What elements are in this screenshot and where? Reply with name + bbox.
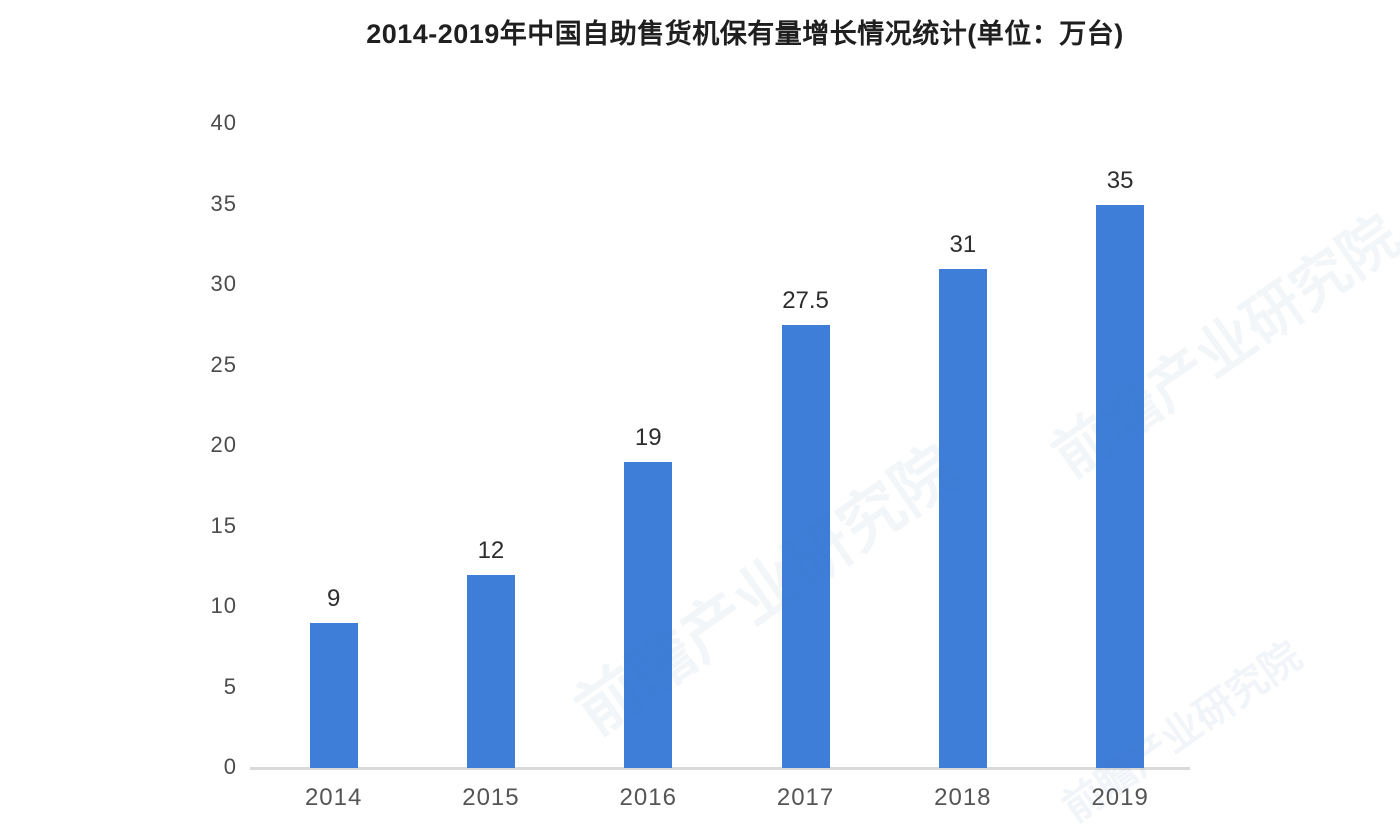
x-axis-line [250,767,1190,770]
x-tick-label: 2015 [462,784,520,811]
bar-value-label: 9 [326,585,341,613]
y-tick-label: 20 [210,432,237,457]
x-tick-label: 2016 [619,784,677,811]
y-tick-label: 25 [210,351,237,377]
bar-value-label: 35 [1106,166,1134,194]
bar-value-label: 12 [477,536,505,564]
x-tick-label: 2017 [776,784,835,811]
y-tick-label: 10 [210,593,237,618]
bar-2018 [938,268,987,768]
y-tick-label: 35 [210,190,237,216]
bar-value-label: 31 [949,230,977,258]
y-tick-label: 5 [223,673,237,699]
x-tick-label: 2018 [934,784,992,811]
bar-2017 [781,325,830,768]
bar-2015 [466,574,515,768]
x-tick-label: 2014 [304,784,363,811]
x-tick-label: 2019 [1091,784,1149,811]
bar-2016 [624,462,673,768]
chart-title: 2014-2019年中国自助售货机保有量增长情况统计(单位：万台) [366,19,1124,49]
bar-value-label: 19 [634,424,662,452]
y-tick-label: 40 [210,110,237,135]
bar-value-label: 27.5 [782,287,829,315]
y-tick-label: 30 [210,271,237,296]
bar-2014 [309,623,358,768]
y-tick-label: 15 [210,512,237,538]
y-tick-label: 0 [223,754,237,779]
bar-2019 [1096,204,1145,768]
